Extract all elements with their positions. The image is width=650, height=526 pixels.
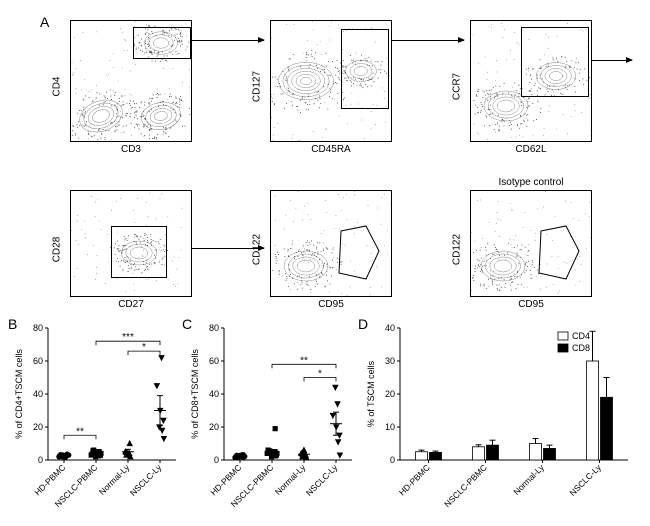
y-axis-label: CCR7 <box>452 73 463 100</box>
svg-text:0: 0 <box>214 455 219 465</box>
y-axis-label: CD4 <box>52 76 63 96</box>
flow-plot-p2: CD45RACD127 <box>270 20 392 142</box>
data-point <box>273 426 277 430</box>
svg-text:40: 40 <box>33 389 43 399</box>
legend-cd4-icon <box>558 332 568 340</box>
svg-text:20: 20 <box>33 422 43 432</box>
polygon-gate <box>339 226 379 279</box>
flow-plot-svg <box>471 191 591 296</box>
svg-text:Normal-Ly: Normal-Ly <box>511 462 546 497</box>
flow-plot-p1: CD3CD4 <box>70 20 192 142</box>
polygon-gate <box>539 226 579 279</box>
x-axis-label: CD95 <box>318 299 344 310</box>
svg-text:40: 40 <box>385 323 395 333</box>
x-axis-label: CD95 <box>518 299 544 310</box>
flow-plot-p4: CD27CD28 <box>70 190 192 297</box>
data-point <box>154 384 159 389</box>
svg-text:% of TSCM cells: % of TSCM cells <box>366 360 376 427</box>
x-axis-label: CD45RA <box>311 144 350 155</box>
svg-text:NSCLC-PBMC: NSCLC-PBMC <box>442 462 489 509</box>
svg-text:HD-PBMC: HD-PBMC <box>397 462 432 497</box>
svg-text:10: 10 <box>385 422 395 432</box>
y-axis-label: CD28 <box>52 236 63 262</box>
flow-plot-p5: CD95CD122 <box>270 190 392 297</box>
gating-arrow <box>192 248 264 249</box>
svg-text:Normal-Ly: Normal-Ly <box>97 462 132 497</box>
data-point <box>336 440 341 445</box>
bar-cd8 <box>544 448 556 460</box>
flow-plot-svg <box>271 191 391 296</box>
x-axis-label: CD62L <box>515 144 546 155</box>
svg-text:20: 20 <box>209 422 219 432</box>
bar-cd8 <box>601 397 613 460</box>
legend-cd8-icon <box>558 344 568 352</box>
data-point <box>330 413 335 418</box>
data-point <box>161 418 166 423</box>
rect-gate <box>521 27 589 97</box>
data-point <box>159 356 164 361</box>
svg-text:% of CD8+TSCM cells: % of CD8+TSCM cells <box>190 349 200 439</box>
panel-c-chart: 020406080% of CD8+TSCM cellsHD-PBMCNSCLC… <box>186 320 356 515</box>
svg-text:*: * <box>318 369 322 380</box>
flow-plot-p6: CD95CD122Isotype control <box>470 190 592 297</box>
bar-cd8 <box>487 445 499 460</box>
svg-text:**: ** <box>300 355 308 366</box>
data-point <box>333 385 338 390</box>
svg-text:20: 20 <box>385 389 395 399</box>
panel-a: A CD3CD4CD45RACD127CD62LCCR7CD27CD28CD95… <box>10 10 640 310</box>
svg-text:NSCLC-Ly: NSCLC-Ly <box>567 462 603 498</box>
y-axis-label: CD122 <box>452 233 463 264</box>
svg-text:40: 40 <box>209 389 219 399</box>
data-point <box>335 402 340 407</box>
svg-text:Normal-Ly: Normal-Ly <box>273 462 308 497</box>
svg-text:% of CD4+TSCM cells: % of CD4+TSCM cells <box>14 349 24 439</box>
svg-text:60: 60 <box>33 356 43 366</box>
bar-cd4 <box>416 452 428 460</box>
flow-plot-p3: CD62LCCR7 <box>470 20 592 142</box>
plot-title: Isotype control <box>498 177 563 188</box>
x-axis-label: CD27 <box>118 299 144 310</box>
svg-text:60: 60 <box>209 356 219 366</box>
svg-text:***: *** <box>122 332 134 343</box>
rect-gate <box>341 29 389 109</box>
bottom-charts-row: B 020406080% of CD4+TSCM cellsHD-PBMCNSC… <box>10 320 640 515</box>
svg-text:80: 80 <box>33 323 43 333</box>
bar-cd8 <box>430 452 442 460</box>
svg-text:CD8: CD8 <box>572 343 590 353</box>
gating-arrow <box>392 40 464 41</box>
panel-b-chart: 020406080% of CD4+TSCM cellsHD-PBMCNSCLC… <box>10 320 180 515</box>
panel-d-chart: 0 10 20 30 40 % of TSCM cells HD-PBMC NSCLC-PBM… <box>362 320 632 515</box>
svg-text:CD4: CD4 <box>572 331 590 341</box>
bar-cd4 <box>530 444 542 461</box>
svg-text:30: 30 <box>385 356 395 366</box>
svg-text:*: * <box>142 342 146 353</box>
svg-text:NSCLC-Ly: NSCLC-Ly <box>304 462 340 498</box>
rect-gate <box>111 226 167 278</box>
gating-arrow <box>592 60 632 61</box>
bar-cd4 <box>587 361 599 460</box>
data-point <box>160 428 165 433</box>
svg-text:NSCLC-Ly: NSCLC-Ly <box>128 462 164 498</box>
x-axis-label: CD3 <box>121 144 141 155</box>
y-axis-label: CD127 <box>252 71 263 102</box>
svg-text:0: 0 <box>38 455 43 465</box>
gating-arrow <box>192 40 264 41</box>
rect-gate <box>133 27 191 59</box>
data-point <box>161 436 166 441</box>
panel-a-label: A <box>40 14 49 30</box>
bar-cd4 <box>473 447 485 460</box>
data-point <box>127 441 132 446</box>
svg-text:80: 80 <box>209 323 219 333</box>
svg-text:**: ** <box>76 426 84 437</box>
svg-text:0: 0 <box>390 455 395 465</box>
data-point <box>337 453 342 458</box>
